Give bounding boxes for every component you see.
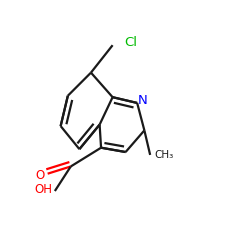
Text: O: O — [36, 169, 45, 182]
Text: CH₃: CH₃ — [155, 150, 174, 160]
Text: OH: OH — [34, 183, 52, 196]
Text: N: N — [137, 94, 147, 106]
Text: Cl: Cl — [124, 36, 137, 49]
